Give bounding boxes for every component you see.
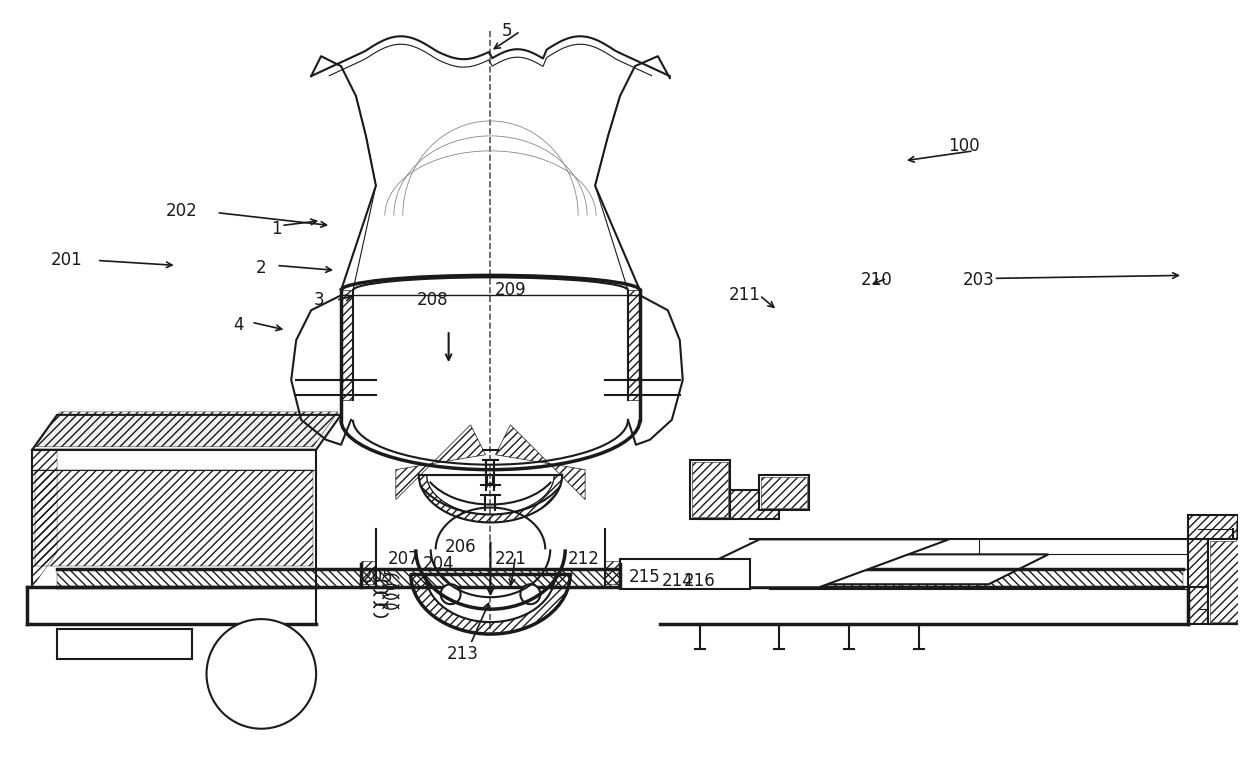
Polygon shape	[759, 475, 810, 509]
Circle shape	[440, 584, 460, 604]
Text: 204: 204	[423, 556, 455, 573]
Text: 221: 221	[495, 550, 526, 568]
Text: 5: 5	[502, 22, 512, 40]
Text: 3: 3	[314, 291, 325, 309]
Circle shape	[521, 584, 541, 604]
Text: 207: 207	[388, 550, 419, 568]
Text: 2: 2	[255, 259, 267, 277]
Text: 214: 214	[662, 572, 693, 590]
Polygon shape	[729, 554, 1049, 584]
Text: 216: 216	[683, 572, 715, 590]
Text: 100: 100	[947, 137, 980, 155]
Text: 202: 202	[166, 202, 197, 220]
Polygon shape	[660, 540, 949, 587]
Polygon shape	[1208, 519, 1240, 624]
Text: 215: 215	[629, 568, 661, 586]
Text: 201: 201	[51, 252, 83, 269]
Text: 209: 209	[495, 281, 526, 299]
Text: 4: 4	[233, 316, 243, 334]
Polygon shape	[620, 559, 749, 589]
Text: 210: 210	[861, 271, 893, 290]
Text: 203: 203	[962, 271, 994, 290]
Text: 205: 205	[362, 568, 394, 586]
Polygon shape	[689, 459, 729, 519]
Text: 206: 206	[445, 538, 476, 556]
Circle shape	[207, 619, 316, 728]
Text: 213: 213	[446, 645, 479, 663]
Text: 211: 211	[729, 287, 760, 304]
Text: 212: 212	[568, 550, 600, 568]
Polygon shape	[32, 415, 341, 449]
Text: 208: 208	[417, 291, 449, 309]
Text: 1: 1	[272, 220, 281, 237]
